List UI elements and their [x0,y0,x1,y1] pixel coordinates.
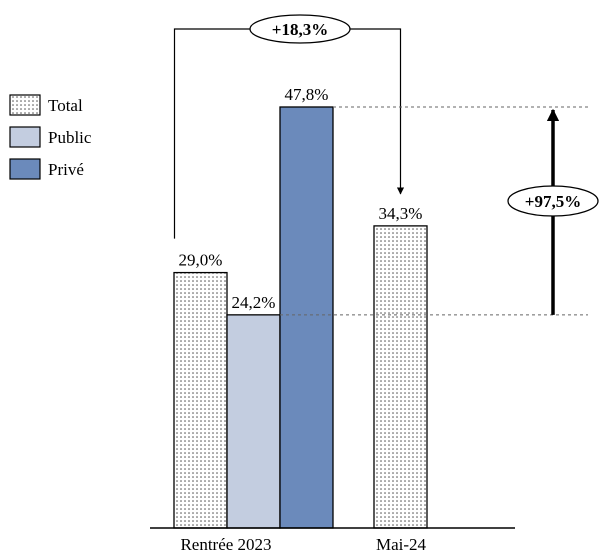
data-label-total-rentree-2023: 29,0% [179,251,223,270]
legend-label-prive: Privé [48,160,84,179]
bars [173,106,428,529]
legend-swatch-total [9,94,41,116]
legend-label-public: Public [48,128,92,147]
value-labels: 29,0% 24,2% 47,8% 34,3% [179,85,423,312]
data-label-public-rentree-2023: 24,2% [232,293,276,312]
bar-total-rentree-2023 [173,271,228,529]
legend-swatch-public [9,126,41,148]
bar-public-rentree-2023 [226,314,281,529]
annotation-bracket-left [173,28,250,239]
annotation-label-1: +18,3% [272,20,328,39]
legend-swatch-prive [9,158,41,180]
data-label-total-mai-24: 34,3% [379,204,423,223]
annotation-label-2: +97,5% [525,192,581,211]
legend: Total Public Privé [9,94,92,180]
annotation-oval-2 [507,185,599,217]
bar-prive-rentree-2023 [279,106,334,529]
x-tick-label-rentree-2023: Rentrée 2023 [180,535,271,554]
x-axis: Rentrée 2023 Mai-24 [150,527,515,554]
legend-label-total: Total [48,96,83,115]
annotations: +18,3% +97,5% [173,14,599,316]
bar-total-mai-24 [373,225,428,529]
x-tick-label-mai-24: Mai-24 [376,535,427,554]
annotation-oval-1 [249,14,351,44]
annotation-arrow-right [350,28,405,195]
data-label-prive-rentree-2023: 47,8% [285,85,329,104]
